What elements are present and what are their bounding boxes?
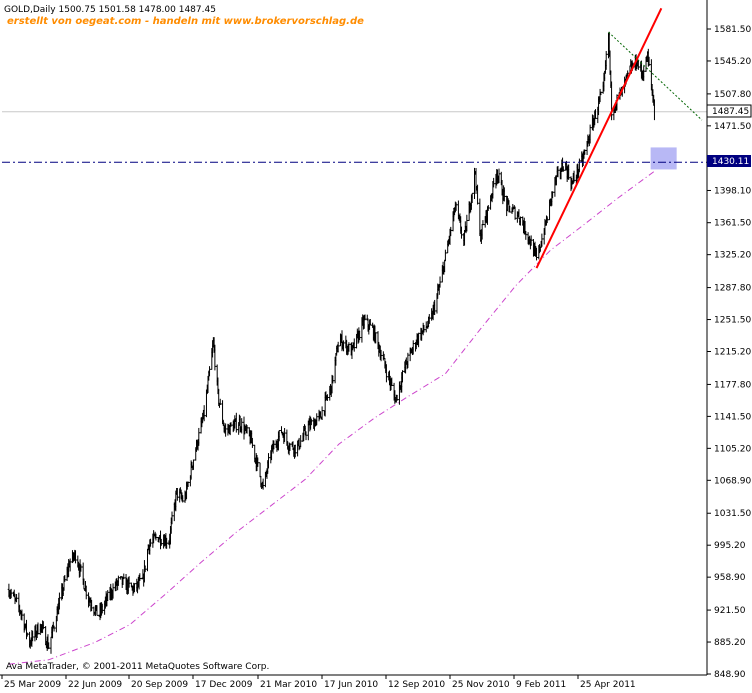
y-tick-label: 885.20 (714, 638, 746, 648)
resistance-line (608, 31, 703, 121)
y-tick-label: 1398.10 (714, 186, 751, 196)
y-tick-label: 921.50 (714, 606, 746, 616)
x-tick-label: 17 Dec 2009 (195, 680, 253, 690)
y-tick-label: 1581.50 (714, 25, 751, 35)
support-level-badge (707, 155, 751, 167)
x-tick-label: 22 Jun 2009 (68, 680, 122, 690)
y-tick-label: 1141.50 (714, 412, 751, 422)
x-axis: 25 Mar 2009 22 Jun 2009 20 Sep 2009 17 Dec … (1, 675, 636, 690)
y-tick-label: 1545.20 (714, 57, 751, 67)
x-tick-label: 12 Sep 2010 (388, 680, 445, 690)
y-tick-label: 1068.90 (714, 476, 751, 486)
x-tick-label: 17 Jun 2010 (324, 680, 378, 690)
y-tick-label: 848.90 (714, 670, 746, 680)
current-price-label: 1487.45 (712, 107, 749, 117)
x-tick-label: 25 Mar 2009 (4, 680, 61, 690)
y-tick-label: 1361.50 (714, 219, 751, 229)
y-tick-label: 1031.50 (714, 509, 751, 519)
y-tick-label: 1471.50 (714, 122, 751, 132)
y-tick-label: 1287.80 (714, 284, 751, 294)
y-tick-label: 995.20 (714, 541, 746, 551)
y-tick-label: 1507.80 (714, 90, 751, 100)
chart-lines (2, 7, 707, 665)
copyright-text: Ava MetaTrader, © 2001-2011 MetaQuotes S… (6, 662, 269, 672)
highlight-zone (650, 147, 677, 170)
y-tick-label: 1215.20 (714, 348, 751, 358)
x-tick-label: 21 Mar 2010 (260, 680, 317, 690)
x-tick-label: 25 Apr 2011 (580, 680, 636, 690)
symbol-header: GOLD,Daily 1500.75 1501.58 1478.00 1487.… (4, 5, 216, 15)
x-tick-label: 9 Feb 2011 (516, 680, 566, 690)
y-tick-label: 1325.20 (714, 251, 751, 261)
trend-line (535, 7, 663, 269)
y-tick-label: 1105.20 (714, 444, 751, 454)
y-tick-label: 1251.50 (714, 316, 751, 326)
promo-text: erstellt von oegeat.com - handeln mit ww… (7, 16, 364, 27)
x-tick-label: 20 Sep 2009 (131, 680, 188, 690)
x-tick-label: 25 Nov 2010 (452, 680, 510, 690)
y-axis: 1581.50 1545.20 1507.80 1471.50 1398.10 1361.… (707, 25, 751, 680)
y-tick-label: 958.90 (714, 573, 746, 583)
y-tick-label: 1177.80 (714, 380, 751, 390)
current-price-badge (706, 104, 752, 118)
support-level-label: 1430.11 (712, 157, 749, 167)
chart-overlays (2, 111, 707, 170)
moving-average-line (8, 170, 655, 665)
